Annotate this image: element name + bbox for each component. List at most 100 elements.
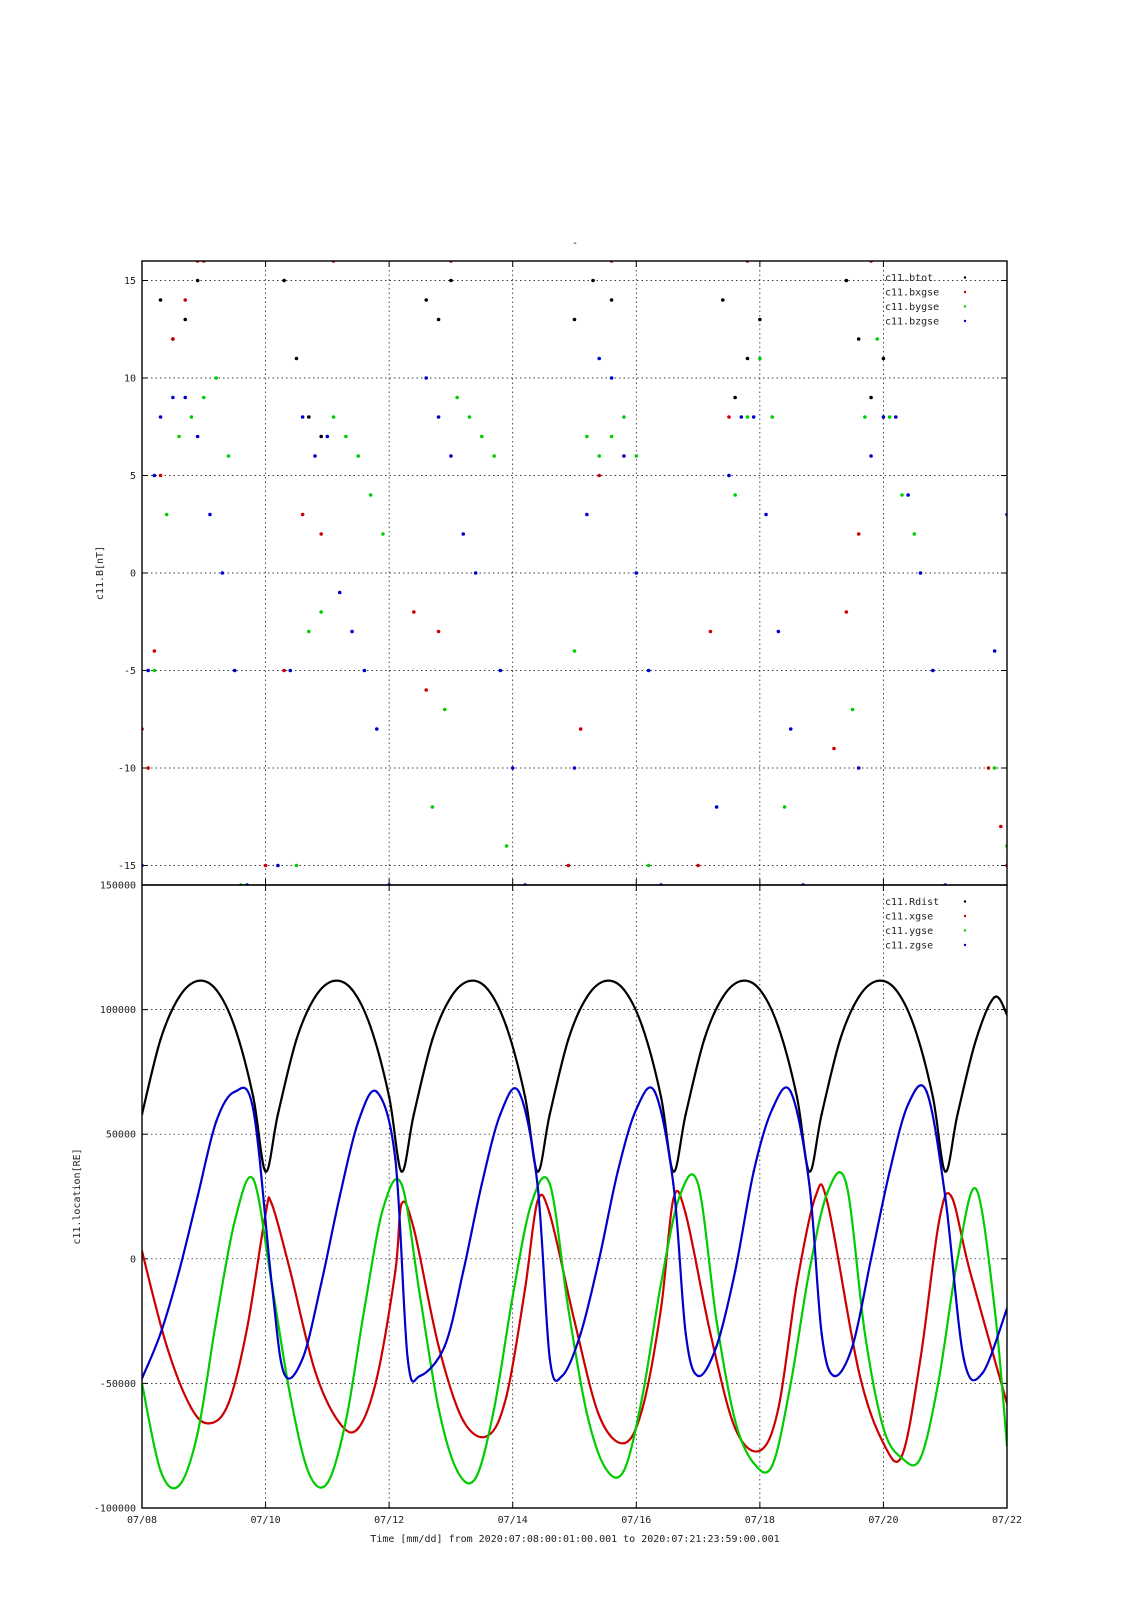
data-point: [350, 988, 354, 991]
data-point: [350, 629, 354, 634]
data-point: [739, 415, 744, 419]
data-point: [455, 1469, 459, 1472]
data-point: [752, 1170, 755, 1173]
data-point: [492, 454, 496, 458]
y-tick-label: 150000: [100, 881, 136, 892]
data-point: [183, 298, 188, 302]
data-point: [270, 1282, 273, 1285]
data-point: [672, 1182, 675, 1186]
data-point: [659, 1282, 663, 1285]
data-point: [152, 473, 157, 478]
data-point: [931, 668, 935, 673]
x-tick-label: 07/20: [868, 1515, 898, 1526]
data-point: [591, 278, 595, 283]
data-point: [604, 979, 607, 983]
legend-marker: [963, 900, 967, 903]
data-point: [189, 415, 194, 419]
y-tick-label: 0: [130, 1254, 136, 1265]
data-point: [190, 1407, 193, 1410]
data-point: [937, 1377, 941, 1380]
data-point: [270, 1202, 273, 1206]
data-point: [264, 1170, 267, 1173]
data-point: [560, 1374, 564, 1378]
data-point: [771, 1464, 774, 1467]
data-point: [715, 1319, 718, 1323]
data-point: [152, 649, 157, 653]
data-point: [857, 1369, 860, 1373]
data-point: [733, 395, 737, 400]
data-point: [214, 1120, 218, 1123]
data-point: [882, 1427, 885, 1430]
data-point: [177, 1484, 181, 1487]
data-point: [165, 1344, 168, 1348]
data-point: [375, 1090, 378, 1094]
legend-label: c11.xgse: [885, 912, 933, 923]
data-point: [307, 629, 311, 634]
data-point: [572, 317, 577, 322]
data-point: [499, 1113, 502, 1116]
y-tick-label: -50000: [100, 1379, 136, 1390]
data-point: [974, 1038, 978, 1041]
data-point: [863, 415, 867, 419]
data-point: [158, 415, 163, 419]
data-point: [289, 1270, 292, 1273]
series-c11.Rdist: [142, 979, 1007, 1173]
data-point: [530, 1202, 533, 1206]
data-point: [992, 766, 997, 770]
y-tick-label: -15: [118, 861, 136, 872]
data-point: [882, 1442, 885, 1445]
data-point: [332, 979, 335, 983]
bfield-y-axis-label: c11.B[nT]: [95, 546, 106, 600]
legend-marker: [963, 305, 967, 308]
data-point: [159, 1469, 162, 1472]
data-point: [572, 649, 577, 653]
data-point: [177, 995, 181, 999]
data-point: [300, 512, 305, 517]
data-point: [856, 337, 861, 341]
data-point: [616, 1170, 619, 1173]
data-point: [777, 1025, 780, 1029]
data-point: [708, 629, 713, 634]
data-point: [146, 668, 150, 673]
data-point: [357, 1427, 360, 1430]
data-point: [492, 1407, 496, 1410]
data-point: [844, 278, 849, 283]
data-point: [357, 1120, 360, 1123]
location-y-axis-label: c11.location[RE]: [72, 1148, 83, 1244]
data-point: [714, 805, 719, 809]
data-point: [795, 1282, 799, 1285]
data-point: [820, 1113, 823, 1116]
chart-title: -: [572, 238, 578, 249]
data-point: [912, 532, 917, 536]
data-point: [585, 434, 589, 439]
data-point: [338, 1422, 341, 1425]
data-point: [337, 590, 342, 595]
data-point: [622, 454, 626, 458]
data-point: [733, 1427, 737, 1430]
data-point: [146, 766, 150, 770]
data-point: [832, 746, 836, 751]
data-point: [536, 1182, 539, 1186]
data-point: [684, 1332, 687, 1335]
data-point: [517, 1090, 521, 1094]
data-point: [826, 1202, 830, 1206]
data-point: [418, 1374, 422, 1378]
data-point: [282, 668, 286, 673]
data-point: [751, 415, 756, 419]
data-point: [956, 1257, 959, 1261]
data-point: [282, 278, 286, 283]
data-point: [609, 298, 614, 302]
data-point: [232, 668, 237, 673]
data-point: [585, 512, 589, 517]
data-point: [233, 1220, 236, 1223]
data-point: [449, 278, 453, 283]
data-point: [400, 1170, 403, 1173]
data-point: [473, 571, 478, 575]
x-axis-tick-labels: 07/08 07/10 07/12 07/14 07/16 07/18 07/20 07/22: [127, 1515, 1022, 1526]
data-point: [368, 493, 373, 497]
data-point: [252, 1108, 255, 1111]
data-point: [319, 532, 323, 536]
data-point: [646, 668, 651, 673]
data-point: [919, 1456, 922, 1460]
y-tick-label: 15: [124, 276, 136, 287]
